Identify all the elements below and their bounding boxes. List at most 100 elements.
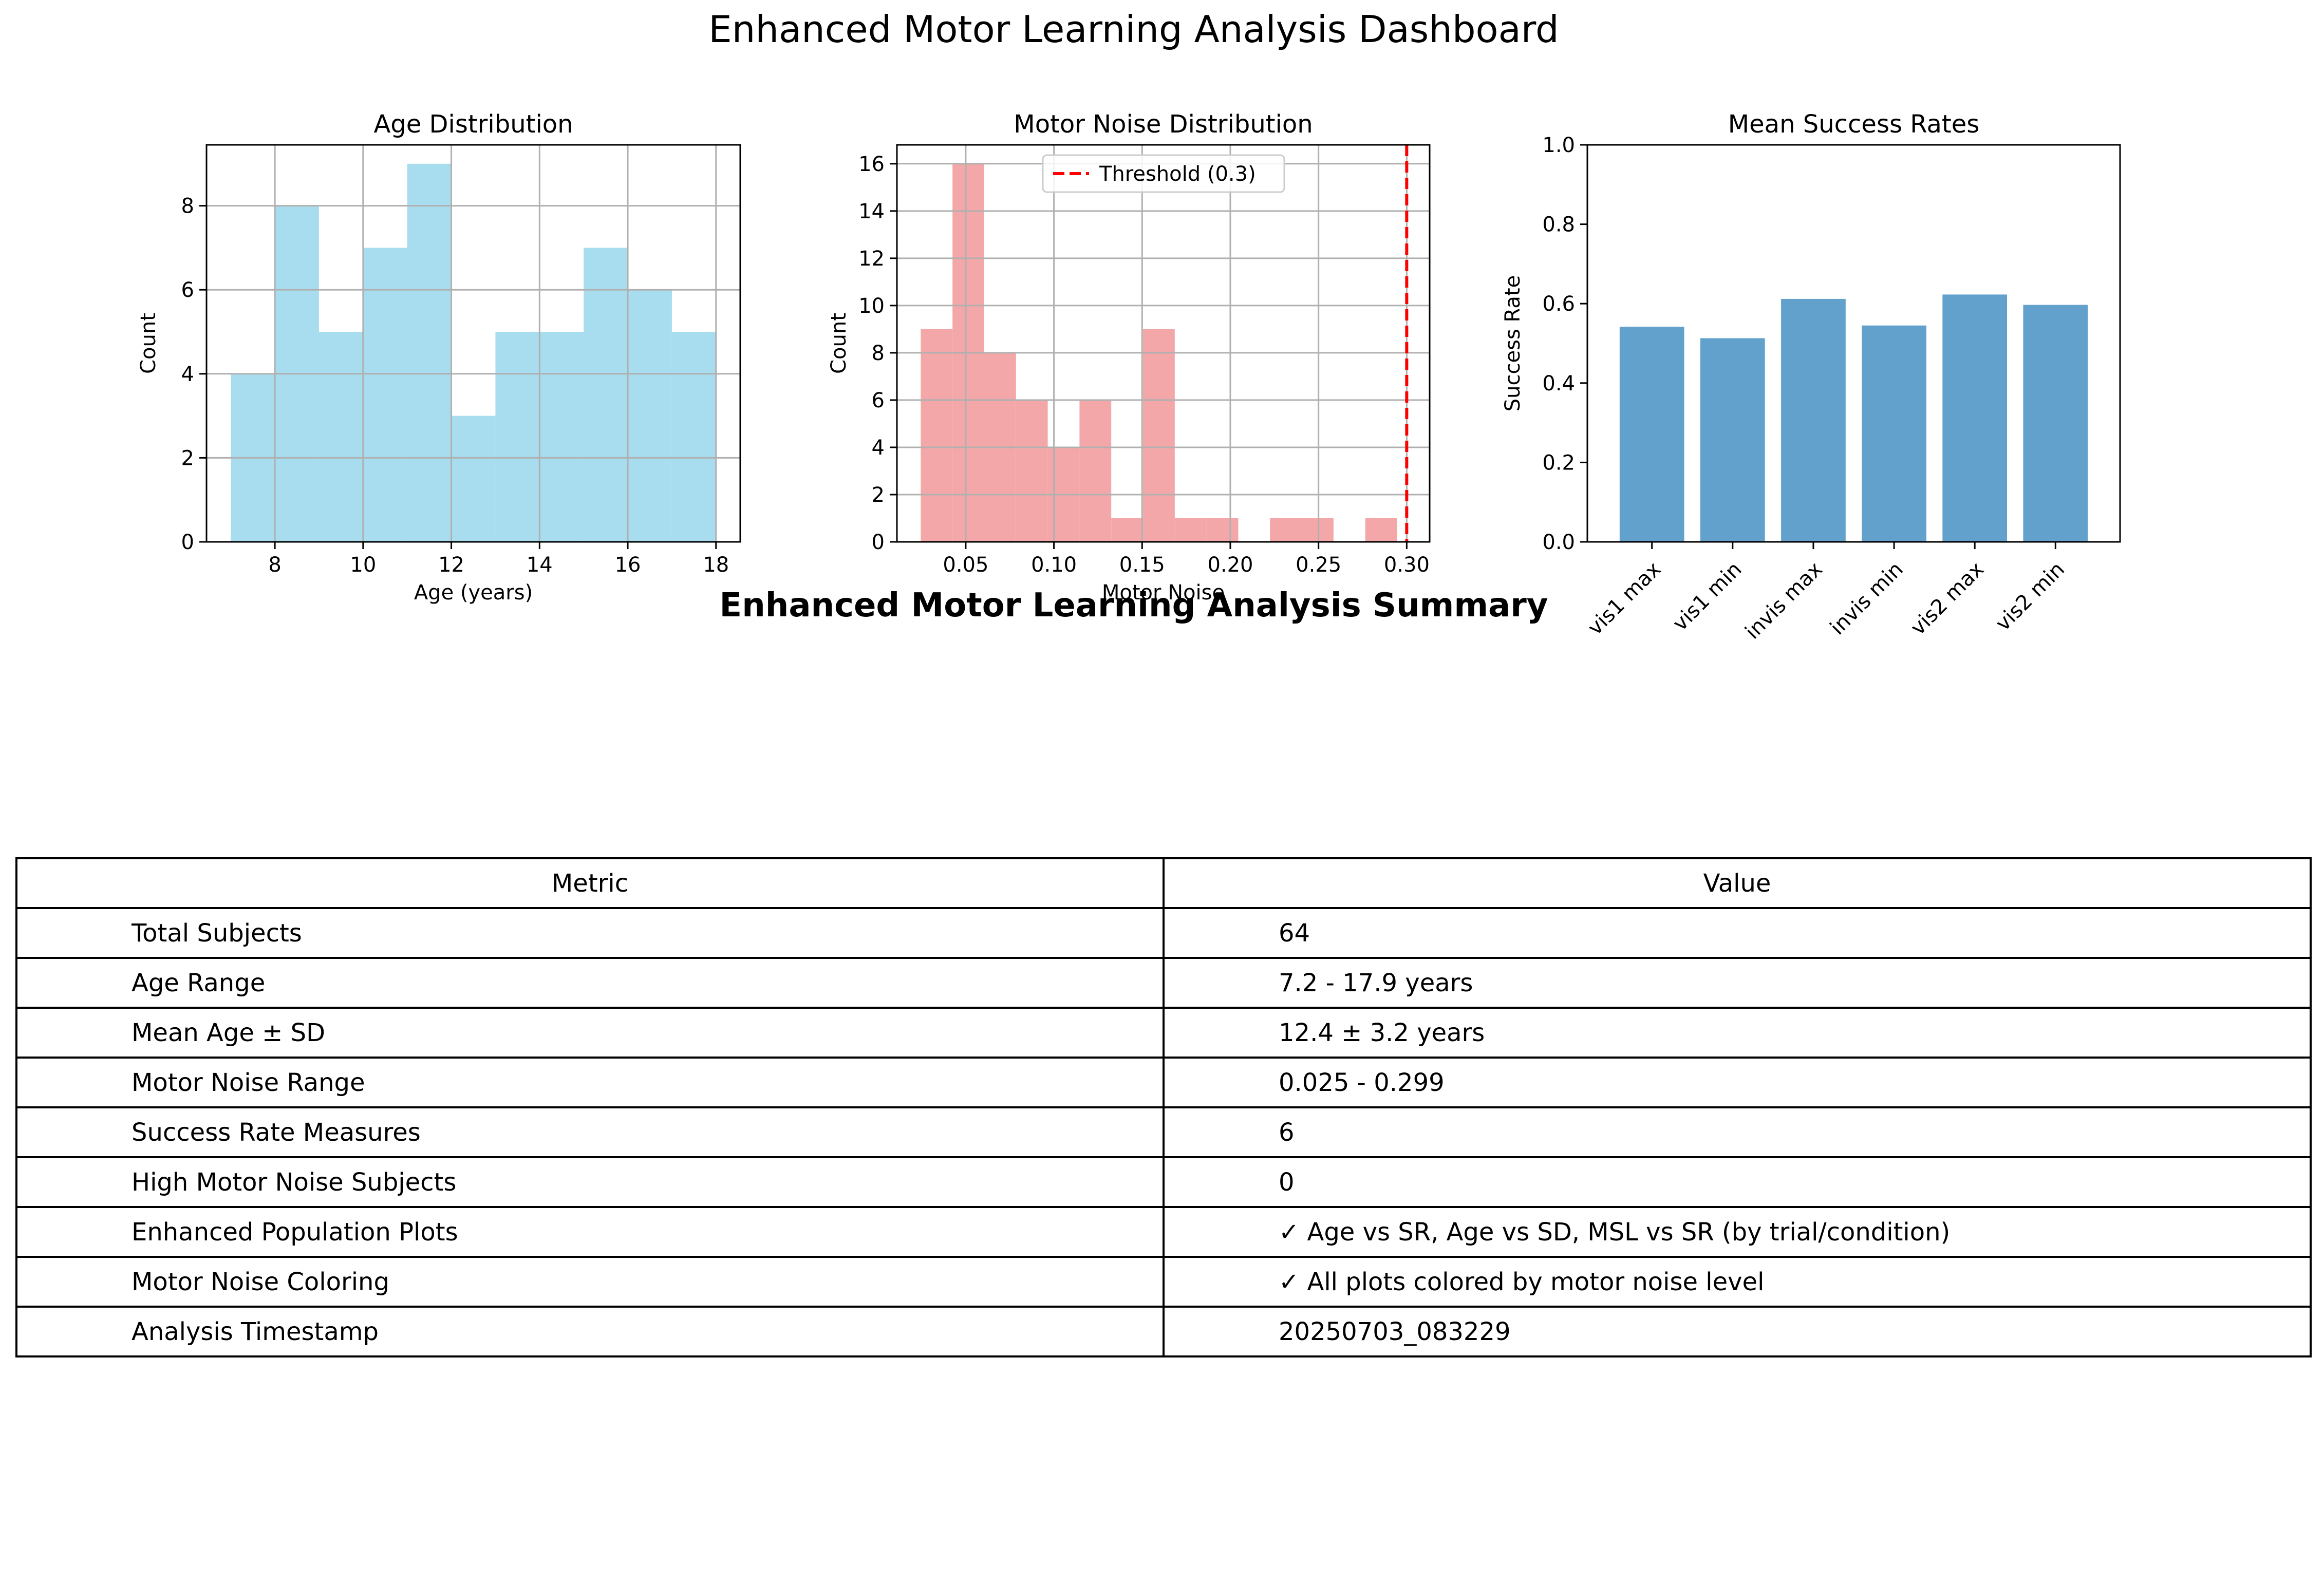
chart-title: Motor Noise Distribution — [1014, 110, 1313, 139]
metric-cell: Enhanced Population Plots — [15, 1206, 1165, 1258]
value-cell: ✓ All plots colored by motor noise level — [1163, 1256, 2312, 1308]
x-tick-label: 8 — [268, 553, 281, 577]
legend-label: Threshold (0.3) — [1099, 162, 1256, 186]
success-rate-bar — [1781, 298, 1846, 542]
histogram-bar — [628, 290, 672, 542]
x-tick-label: 0.20 — [1207, 553, 1253, 577]
success-rate-bar — [1862, 325, 1926, 542]
metric-cell: Analysis Timestamp — [15, 1306, 1165, 1357]
y-tick-label: 8 — [872, 342, 885, 365]
histogram-bar — [363, 248, 407, 542]
y-tick-label: 16 — [858, 153, 885, 176]
x-tick-label: 0.10 — [1031, 553, 1077, 577]
x-axis-label: Motor Noise — [1102, 581, 1225, 605]
histogram-bar — [407, 163, 452, 542]
table-row: Total Subjects 64 — [15, 907, 2312, 959]
legend-box — [1042, 154, 1285, 193]
summary-table: Metric Value Total Subjects 64 Age Range… — [15, 857, 2312, 1357]
x-tick-label: 14 — [527, 553, 553, 577]
header-value: Value — [1163, 857, 2312, 909]
value-cell: 0.025 - 0.299 — [1163, 1057, 2312, 1108]
table-row: Enhanced Population Plots ✓ Age vs SR, A… — [15, 1206, 2312, 1258]
histogram-bar — [1016, 400, 1048, 542]
histogram-bar — [495, 332, 540, 542]
x-tick-label: 0.05 — [943, 553, 988, 577]
table-row: Age Range 7.2 - 17.9 years — [15, 957, 2312, 1009]
x-tick-label: 0.15 — [1119, 553, 1165, 577]
histogram-bar — [1111, 518, 1144, 542]
y-tick-label: 8 — [181, 195, 194, 218]
success-rate-bar — [2023, 305, 2088, 542]
histogram-bar — [451, 416, 496, 542]
value-cell: 0 — [1163, 1156, 2312, 1208]
value-cell: 64 — [1163, 907, 2312, 959]
value-cell: 12.4 ± 3.2 years — [1163, 1007, 2312, 1059]
chart-title: Mean Success Rates — [1728, 110, 1980, 139]
histogram-bar — [1365, 518, 1397, 542]
y-tick-label: 0.4 — [1542, 372, 1575, 395]
x-tick-label: vis2 min — [1991, 557, 2069, 635]
metric-cell: Motor Noise Coloring — [15, 1256, 1165, 1308]
value-cell: 20250703_083229 — [1163, 1306, 2312, 1357]
value-cell: ✓ Age vs SR, Age vs SD, MSL vs SR (by tr… — [1163, 1206, 2312, 1258]
y-axis-label: Count — [137, 313, 160, 374]
x-tick-label: vis1 min — [1669, 557, 1747, 635]
histogram-bar — [584, 248, 628, 542]
x-tick-label: vis1 max — [1583, 557, 1665, 639]
motor-noise-distribution-chart: 0.05 0.10 0.15 0.20 0.25 0.30 0 2 4 6 8 10 12 14 16 Mot… — [827, 110, 1431, 605]
success-rate-bar — [1942, 294, 2008, 542]
x-tick-label: vis2 max — [1906, 557, 1989, 639]
table-row: Success Rate Measures 6 — [15, 1106, 2312, 1158]
metric-cell: High Motor Noise Subjects — [15, 1156, 1165, 1208]
y-axis-label: Count — [827, 313, 851, 374]
y-tick-label: 12 — [858, 247, 885, 271]
y-tick-label: 2 — [872, 483, 885, 507]
histogram-bar — [1079, 400, 1112, 542]
table-row: Motor Noise Range 0.025 - 0.299 — [15, 1057, 2312, 1108]
metric-cell: Age Range — [15, 957, 1165, 1009]
histogram-bar — [1270, 518, 1302, 542]
y-tick-label: 0.6 — [1542, 292, 1575, 316]
y-tick-label: 2 — [181, 446, 194, 470]
axes-frame — [1586, 144, 2121, 543]
x-tick-label: 10 — [350, 553, 376, 577]
y-tick-label: 6 — [181, 278, 194, 302]
y-tick-label: 4 — [181, 363, 194, 386]
histogram-bar — [318, 332, 363, 542]
summary-title: Enhanced Motor Learning Analysis Summary — [719, 587, 1548, 625]
x-tick-label: 18 — [703, 553, 729, 577]
value-cell: 7.2 - 17.9 years — [1163, 957, 2312, 1009]
y-tick-label: 0.0 — [1542, 531, 1575, 554]
x-tick-label: invis min — [1826, 557, 1908, 639]
table-row: High Motor Noise Subjects 0 — [15, 1156, 2312, 1208]
histogram-bar — [1302, 518, 1334, 542]
axes-frame — [205, 144, 741, 543]
histogram-bar — [671, 332, 716, 542]
x-tick-label: 16 — [615, 553, 641, 577]
table-row: Mean Age ± SD 12.4 ± 3.2 years — [15, 1007, 2312, 1059]
histogram-bar — [921, 329, 953, 542]
metric-cell: Total Subjects — [15, 907, 1165, 959]
y-tick-label: 0.2 — [1542, 451, 1575, 475]
success-rate-bar — [1619, 327, 1684, 542]
histogram-bar — [1143, 329, 1175, 542]
success-rate-bar — [1700, 338, 1765, 542]
histogram-bar — [539, 332, 584, 542]
x-axis-label: Age (years) — [414, 581, 533, 605]
histogram-bar — [1174, 518, 1207, 542]
x-tick-label: invis max — [1741, 557, 1827, 644]
y-tick-label: 6 — [872, 389, 885, 412]
x-tick-label: 12 — [438, 553, 464, 577]
y-tick-label: 0.8 — [1542, 213, 1575, 237]
y-tick-label: 14 — [858, 200, 885, 223]
metric-cell: Mean Age ± SD — [15, 1007, 1165, 1059]
value-cell: 6 — [1163, 1106, 2312, 1158]
y-tick-label: 0 — [181, 531, 194, 554]
metric-cell: Success Rate Measures — [15, 1106, 1165, 1158]
table-row: Motor Noise Coloring ✓ All plots colored… — [15, 1256, 2312, 1308]
table-row: Analysis Timestamp 20250703_083229 — [15, 1306, 2312, 1357]
y-tick-label: 0 — [872, 531, 885, 554]
y-axis-label: Success Rate — [1501, 275, 1525, 411]
